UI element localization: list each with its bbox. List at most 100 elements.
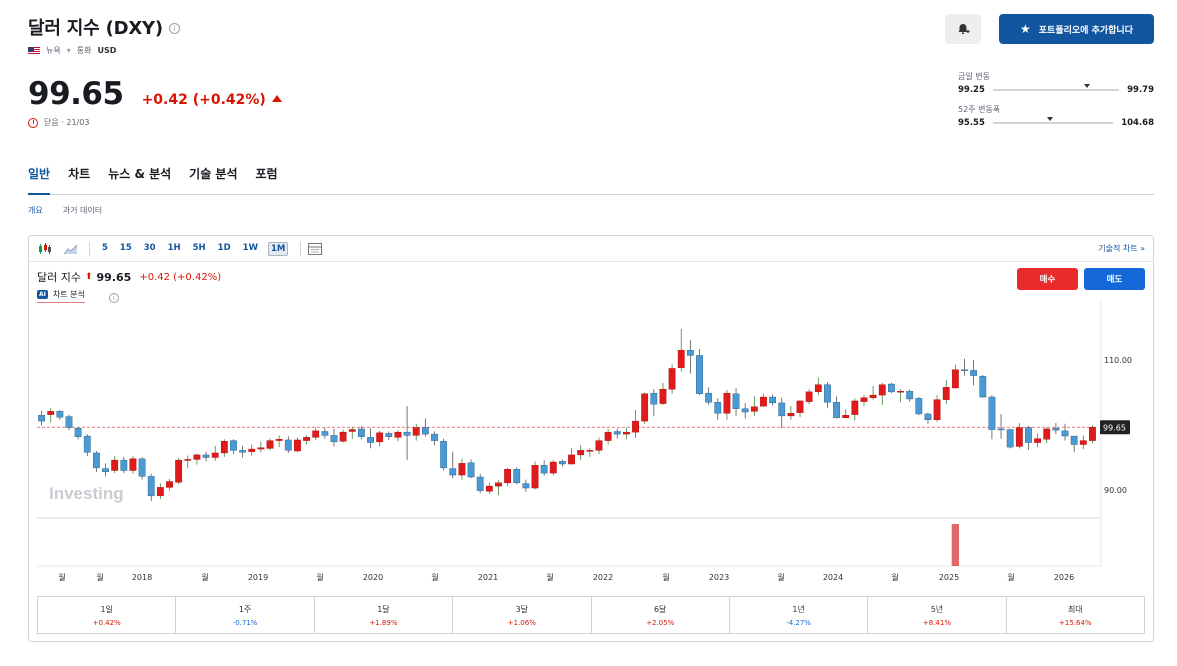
candle-body[interactable] — [385, 433, 393, 437]
candle-body[interactable] — [467, 462, 475, 478]
candle-body[interactable] — [613, 431, 621, 435]
add-to-portfolio-button[interactable]: ★ 포트폴리오에 추가합니다 — [999, 14, 1154, 44]
price-chart[interactable]: Investing 110.00 90.00 99.65 월 월 2018 월 2019 월 202… — [29, 236, 1153, 596]
performance-cell[interactable]: 6달 +2.05% — [592, 597, 730, 633]
timeframe-30[interactable]: 30 — [143, 242, 156, 253]
candle-body[interactable] — [686, 350, 694, 356]
candle-body[interactable] — [869, 394, 877, 398]
candle-body[interactable] — [74, 428, 82, 437]
performance-cell[interactable]: 3달 +1.06% — [453, 597, 592, 633]
candle-body[interactable] — [257, 447, 265, 450]
candle-body[interactable] — [961, 369, 968, 371]
candle-body[interactable] — [988, 396, 996, 430]
candle-body[interactable] — [495, 482, 502, 487]
candle-body[interactable] — [129, 458, 137, 471]
candle-body[interactable] — [412, 427, 420, 436]
candle-body[interactable] — [56, 411, 64, 418]
candle-body[interactable] — [1015, 427, 1023, 447]
candle-body[interactable] — [156, 487, 164, 497]
candle-body[interactable] — [796, 400, 804, 413]
tab-0[interactable]: 일반 — [28, 165, 51, 195]
candle-body[interactable] — [147, 476, 155, 497]
candle-body[interactable] — [83, 435, 91, 453]
candle-body[interactable] — [668, 368, 676, 390]
candle-body[interactable] — [915, 398, 923, 415]
candle-body[interactable] — [376, 432, 384, 443]
timeframe-1M[interactable]: 1M — [267, 241, 289, 256]
candle-body[interactable] — [723, 392, 731, 414]
candle-body[interactable] — [741, 408, 749, 413]
candle-body[interactable] — [184, 459, 192, 461]
candle-body[interactable] — [449, 468, 457, 476]
candle-body[interactable] — [824, 384, 831, 403]
ai-info-icon[interactable]: i — [109, 293, 119, 303]
candle-body[interactable] — [357, 428, 365, 437]
candle-body[interactable] — [321, 431, 329, 436]
candle-body[interactable] — [696, 355, 703, 394]
candle-body[interactable] — [102, 468, 109, 473]
performance-cell[interactable]: 1일 +0.42% — [38, 597, 177, 633]
performance-cell[interactable]: 1달 +1.89% — [315, 597, 454, 633]
subtab-0[interactable]: 개요 — [28, 206, 43, 215]
candle-body[interactable] — [1025, 427, 1032, 443]
candle-body[interactable] — [485, 485, 493, 492]
candle-body[interactable] — [1070, 435, 1078, 445]
candle-body[interactable] — [211, 452, 219, 458]
candle-body[interactable] — [805, 391, 813, 402]
subtab-1[interactable]: 과거 데이터 — [62, 206, 103, 215]
candle-body[interactable] — [248, 448, 256, 452]
tab-2[interactable]: 뉴스 & 분석 — [108, 167, 172, 181]
technical-chart-link[interactable]: 기술적 차트 » — [1098, 244, 1145, 253]
candle-body[interactable] — [1006, 429, 1014, 448]
candle-body[interactable] — [897, 390, 904, 393]
indicator-table-icon[interactable] — [307, 242, 323, 256]
candle-body[interactable] — [997, 428, 1005, 431]
candle-body[interactable] — [294, 439, 301, 452]
candle-body[interactable] — [275, 439, 283, 441]
candle-body[interactable] — [878, 384, 886, 396]
candle-body[interactable] — [166, 481, 173, 488]
candle-body[interactable] — [330, 435, 338, 443]
tab-1[interactable]: 차트 — [68, 167, 91, 181]
candle-body[interactable] — [787, 413, 795, 417]
ai-chart-analysis-button[interactable]: AI 차트 분석 — [37, 289, 85, 303]
tab-3[interactable]: 기술 분석 — [189, 167, 238, 181]
candle-body[interactable] — [312, 430, 320, 438]
candle-body[interactable] — [970, 370, 978, 376]
candlestick-icon[interactable] — [37, 242, 53, 256]
candle-body[interactable] — [202, 454, 210, 458]
candle-body[interactable] — [906, 390, 914, 400]
candle-body[interactable] — [458, 463, 466, 476]
candle-body[interactable] — [303, 437, 310, 441]
performance-cell[interactable]: 5년 +8.41% — [868, 597, 1007, 633]
candle-body[interactable] — [887, 383, 895, 393]
candle-body[interactable] — [549, 461, 557, 474]
candle-body[interactable] — [476, 476, 484, 491]
performance-cell[interactable]: 1년 -4.27% — [730, 597, 869, 633]
chevron-down-icon[interactable]: ▾ — [66, 46, 71, 55]
candle-body[interactable] — [559, 461, 566, 465]
candle-body[interactable] — [111, 459, 119, 471]
timeframe-1D[interactable]: 1D — [217, 242, 231, 253]
candle-body[interactable] — [705, 392, 713, 403]
candle-body[interactable] — [641, 393, 649, 422]
candle-body[interactable] — [421, 427, 429, 435]
candle-body[interactable] — [860, 397, 868, 402]
performance-cell[interactable]: 1주 -0.71% — [176, 597, 315, 633]
exchange-label[interactable]: 뉴욕 — [46, 46, 61, 55]
candle-body[interactable] — [367, 437, 374, 443]
candle-body[interactable] — [924, 413, 932, 420]
candle-body[interactable] — [1079, 440, 1087, 445]
candle-body[interactable] — [65, 416, 73, 428]
candle-body[interactable] — [622, 431, 630, 435]
candle-body[interactable] — [595, 440, 603, 451]
candle-body[interactable] — [604, 431, 612, 441]
candle-body[interactable] — [531, 465, 539, 489]
candle-body[interactable] — [1052, 428, 1060, 431]
candle-body[interactable] — [778, 402, 786, 417]
candle-body[interactable] — [650, 392, 658, 405]
candle-body[interactable] — [403, 431, 411, 436]
candle-body[interactable] — [120, 459, 128, 471]
candle-body[interactable] — [833, 402, 840, 419]
tab-4[interactable]: 포럼 — [255, 167, 278, 181]
